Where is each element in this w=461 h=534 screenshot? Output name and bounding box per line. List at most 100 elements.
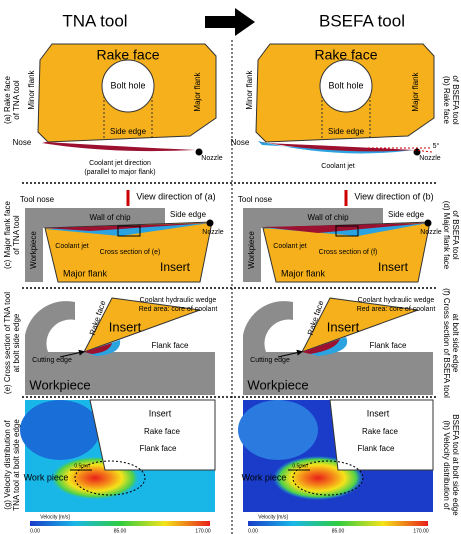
panel-label: 5° [433, 142, 440, 150]
side-label: of TNA tool [12, 80, 21, 120]
panel-label: Coolant jet [273, 243, 307, 250]
panel-label: Work piece [242, 472, 287, 482]
panel-label: Wall of chip [89, 213, 131, 222]
panel-label: Cutting edge [250, 357, 290, 364]
panel: Insert Rake face Flank face Work piece 0.5mm… [20, 400, 215, 534]
panel-label: 0.5mm [292, 463, 307, 469]
panel-label: Wall of chip [307, 213, 349, 222]
side-label: of TNA tool [12, 215, 21, 255]
header-arrow [205, 8, 255, 36]
panel-label: Flank face [152, 341, 189, 350]
panel-label: Insert [367, 408, 390, 418]
header-right: BSEFA tool [319, 11, 405, 30]
panel: Coolant hydraulic wedge Red area: core of… [243, 297, 435, 395]
panel: Rake face Bolt hole Minor flank Major flank… [231, 44, 441, 170]
panel-label: Side edge [170, 210, 207, 219]
panel-label: View direction of (a) [136, 191, 215, 201]
coolant-jet [260, 142, 414, 151]
panel-label: 0.5mm [74, 463, 89, 469]
side-label: (g) Velocity distribution of [3, 420, 12, 510]
panel-label: Workpiece [29, 377, 90, 392]
panel: View direction of (b) Tool nose Wall of ch… [238, 190, 442, 282]
panel-label: Nose [13, 138, 32, 147]
side-label: TNA tool at bolt side edge [12, 419, 21, 511]
panel-label: Flank face [140, 444, 177, 453]
panel-label: Side edge [388, 210, 425, 219]
panel-label: Coolant jet [321, 163, 355, 170]
panel-label: Insert [109, 319, 142, 334]
panel-label: Major flank [411, 71, 420, 111]
coolant-jet [42, 142, 196, 151]
panel: Coolant hydraulic wedge Red area: core of… [25, 297, 217, 395]
panel-label: Red area: core of coolant [357, 306, 436, 313]
panel-label: Velocity [m/s] [258, 514, 288, 520]
panel-label: Insert [327, 319, 360, 334]
panel-label: 85.00 [114, 528, 127, 534]
side-label: (c) Major flank face [3, 200, 12, 269]
panel-label: Insert [160, 260, 191, 274]
side-label: (h) Velocity distribution of [442, 420, 451, 510]
panel-label: Side edge [328, 127, 365, 136]
nozzle [207, 220, 214, 227]
panel-label: Nose [231, 138, 250, 147]
colorbar [30, 521, 210, 526]
panel-label: Nozzle [202, 229, 224, 236]
panel-label: Coolant jet direction [89, 160, 151, 167]
panel-label: Rake face [144, 427, 181, 436]
panel-label: Minor flank [245, 69, 254, 109]
panel-label: Major flank [193, 71, 202, 111]
side-label: (b) Rake face [442, 76, 451, 125]
panel-label: Coolant hydraulic wedge [140, 297, 217, 304]
panel-label: (parallel to major flank) [84, 169, 155, 176]
panel-label: Work piece [24, 472, 69, 482]
panel-label: Major flank [281, 268, 326, 278]
panel-label: Rake face [362, 427, 399, 436]
colorbar [248, 521, 428, 526]
panel: Insert Rake face Flank face Work piece 0.5mm… [238, 400, 433, 534]
panel-label: Flank face [358, 444, 395, 453]
panel-label: 0.00 [248, 528, 258, 534]
panel-label: Red area: core of coolant [139, 306, 218, 313]
panel-label: 170.00 [195, 528, 211, 534]
panel-label: Tool nose [20, 195, 55, 204]
panel-label: Side edge [110, 127, 147, 136]
panel-label: Major flank [63, 268, 108, 278]
panel-label: Nozzle [419, 155, 441, 162]
side-label: at bolt side edge [12, 313, 21, 372]
panel-label: Insert [378, 260, 409, 274]
side-label: (f) Cross section of BSEFA tool [442, 288, 451, 398]
panel-label: View direction of (b) [354, 191, 433, 201]
side-label: at bolt side edge [451, 314, 460, 373]
panel-label: Bolt hole [110, 80, 145, 90]
side-label: (e) Cross section of TNA tool [3, 292, 12, 394]
panel-label: Workpiece [29, 231, 38, 269]
side-label: of BSEFA tool [451, 210, 460, 260]
panel-label: 0.00 [30, 528, 40, 534]
panel-label: Cutting edge [32, 357, 72, 364]
nozzle [425, 220, 432, 227]
velocity-zone [20, 400, 100, 460]
panel-label: Coolant jet [55, 243, 89, 250]
panel-label: Flank face [370, 341, 407, 350]
figure: TNA tool BSEFA tool Rake face Bolt hole Mi… [0, 0, 461, 534]
panel-label: 85.00 [332, 528, 345, 534]
panel-label: Workpiece [247, 231, 256, 269]
panel-label: Velocity [m/s] [40, 514, 70, 520]
side-label: of BSEFA tool [451, 75, 460, 125]
header-left: TNA tool [62, 11, 127, 30]
panel-label: Insert [149, 408, 172, 418]
side-label: (d) Major flank face [442, 201, 451, 270]
panel-label: Coolant hydraulic wedge [358, 297, 435, 304]
panel-label: Cross section of (e) [100, 249, 161, 256]
panel-label: Nozzle [420, 229, 442, 236]
panel-label: Cross section of (f) [319, 249, 378, 256]
panel-label: 170.00 [413, 528, 429, 534]
panel-label: Rake face [314, 47, 377, 63]
panel-label: Rake face [96, 47, 159, 63]
panel-label: Bolt hole [328, 80, 363, 90]
velocity-zone [238, 400, 318, 460]
panel: View direction of (a) Tool nose Wall of ch… [20, 190, 224, 282]
panel-label: Nozzle [201, 155, 223, 162]
panel-label: Tool nose [238, 195, 273, 204]
